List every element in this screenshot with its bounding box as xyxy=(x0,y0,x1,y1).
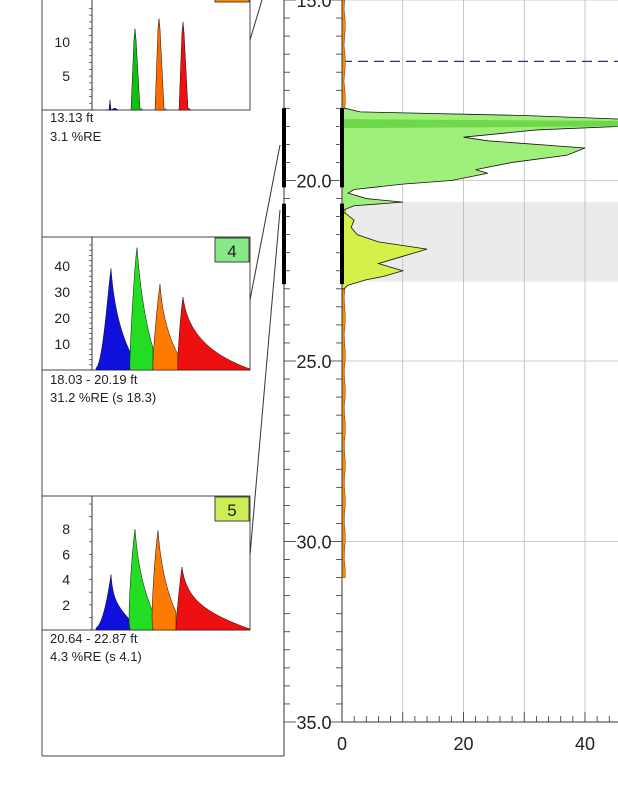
histogram-peak xyxy=(175,566,251,631)
panel-4-range: 18.03 - 20.19 ft xyxy=(50,372,138,387)
histogram-y-label: 8 xyxy=(62,521,70,537)
connector-line xyxy=(249,209,281,556)
histogram-y-label: 4 xyxy=(62,572,70,588)
profile-areas xyxy=(341,0,618,578)
histogram-y-label: 10 xyxy=(54,336,70,352)
histogram-y-label: 40 xyxy=(54,258,70,274)
histogram-frame xyxy=(41,0,251,111)
histogram-peak xyxy=(151,530,177,631)
x-label: 40 xyxy=(575,734,595,754)
histogram-peak xyxy=(95,574,131,631)
histogram-peak xyxy=(95,268,131,371)
panel-3-re: 3.1 %RE xyxy=(50,129,102,144)
histogram-peak xyxy=(154,18,168,111)
histogram-peak xyxy=(129,247,154,371)
histogram-y-label: 10 xyxy=(54,34,70,50)
histogram-peak xyxy=(178,21,192,111)
panel-5-re: 4.3 %RE (s 4.1) xyxy=(50,649,142,664)
histogram-panel-3: 5 10 xyxy=(41,0,251,111)
histogram-y-label: 5 xyxy=(62,68,70,84)
green-profile-area xyxy=(341,107,618,210)
histogram-y-label: 20 xyxy=(54,310,70,326)
depth-label: 35.0 xyxy=(296,713,331,733)
histogram-y-label: 2 xyxy=(62,597,70,613)
histogram-y-label: 30 xyxy=(54,284,70,300)
histogram-peak xyxy=(128,529,154,631)
connector-lines xyxy=(249,0,281,556)
panel-5-badge: 5 xyxy=(227,501,236,520)
panel-4-re: 31.2 %RE (s 18.3) xyxy=(50,390,156,405)
x-label: 0 xyxy=(337,734,347,754)
histogram-peak xyxy=(130,28,144,111)
panel-3-badge-box xyxy=(214,0,250,3)
panel-5-range: 20.64 - 22.87 ft xyxy=(50,631,138,646)
profile-axes: 15.0 20.0 25.0 30.0 35.0 0 20 40 xyxy=(282,0,618,756)
panel-4-badge: 4 xyxy=(227,242,236,261)
panel-4-badge-box xyxy=(214,237,250,263)
yellow-profile-area xyxy=(341,212,428,290)
histogram-peak xyxy=(177,297,251,371)
depth-profile-chart: 15.0 20.0 25.0 30.0 35.0 0 20 40 xyxy=(282,0,618,756)
histogram-peak xyxy=(152,284,179,371)
histogram-peak xyxy=(105,99,119,111)
depth-label: 25.0 xyxy=(296,352,331,372)
depth-label: 30.0 xyxy=(296,533,331,553)
depth-label: 15.0 xyxy=(296,0,331,11)
profile-grid xyxy=(342,0,618,723)
green-inner-area xyxy=(342,119,618,129)
connector-line xyxy=(249,0,263,41)
histogram-y-label: 6 xyxy=(62,546,70,562)
depth-label: 20.0 xyxy=(296,172,331,192)
connector-line xyxy=(249,144,281,301)
panel-3-range: 13.13 ft xyxy=(50,110,94,125)
x-label: 20 xyxy=(453,734,473,754)
panel-5-badge-box xyxy=(214,496,250,522)
